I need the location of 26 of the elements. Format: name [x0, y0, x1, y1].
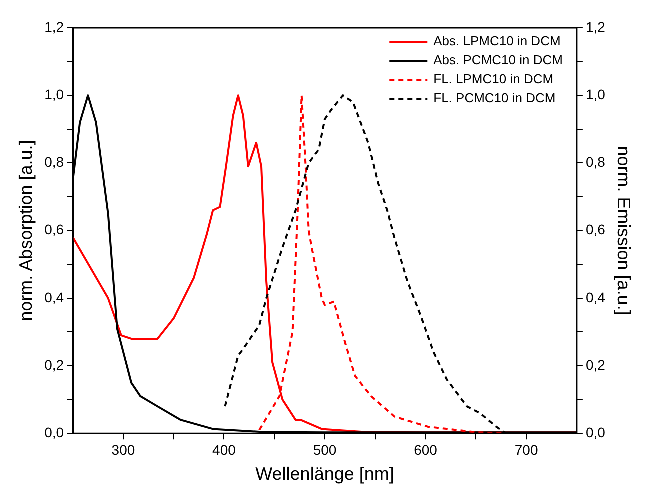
y-tick-label: 1,2 — [44, 18, 64, 35]
y2-axis-title: norm. Emission [a.u.] — [614, 146, 634, 316]
legend-label: FL. LPMC10 in DCM — [434, 72, 554, 87]
legend-label: FL. PCMC10 in DCM — [434, 90, 556, 106]
x-tick-label: 700 — [514, 442, 538, 458]
x-tick-label: 500 — [313, 442, 337, 458]
y2-tick-label: 0,6 — [586, 222, 606, 238]
y-axis-title: norm. Absorption [a.u.] — [16, 140, 36, 322]
x-axis-title: Wellenlänge [nm] — [256, 464, 394, 484]
y2-tick-label: 0,8 — [586, 154, 606, 170]
legend-label: Abs. LPMC10 in DCM — [434, 34, 561, 49]
y2-tick-label: 0,4 — [586, 289, 606, 306]
y-tick-label: 0,8 — [44, 154, 64, 170]
y2-tick-label: 1,0 — [586, 86, 606, 102]
y-tick-label: 0,4 — [44, 289, 64, 306]
x-tick-label: 400 — [212, 442, 236, 458]
y2-tick-label: 0,0 — [586, 424, 606, 440]
legend-label: Abs. PCMC10 in DCM — [434, 52, 563, 68]
x-tick-label: 300 — [112, 442, 136, 458]
y2-tick-label: 0,2 — [586, 356, 606, 373]
y-tick-label: 1,0 — [44, 86, 64, 102]
y-tick-label: 0,2 — [44, 356, 64, 373]
y-tick-label: 0,6 — [44, 222, 64, 238]
y-tick-label: 0,0 — [44, 424, 64, 440]
x-tick-label: 600 — [414, 442, 438, 458]
y2-tick-label: 1,2 — [586, 18, 606, 35]
